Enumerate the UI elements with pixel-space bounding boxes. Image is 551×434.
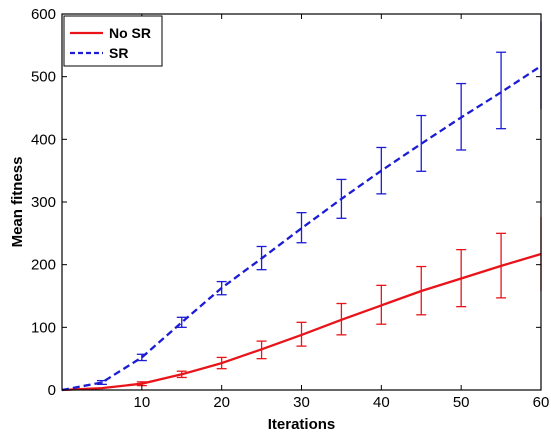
legend-label-sr: SR — [109, 45, 128, 61]
x-tick-label: 10 — [133, 394, 150, 411]
legend-label-no-sr: No SR — [109, 25, 151, 41]
y-tick-label: 300 — [31, 194, 56, 211]
x-tick-label: 50 — [453, 394, 470, 411]
y-tick-label: 200 — [31, 257, 56, 274]
y-tick-label: 0 — [48, 382, 56, 399]
axes: 0 100 200 300 400 500 600 10 20 30 40 50 60 — [31, 6, 549, 411]
legend-box — [63, 15, 163, 67]
x-tick-label: 20 — [213, 394, 230, 411]
y-tick-label: 400 — [31, 131, 56, 148]
y-tick-label: 500 — [31, 69, 56, 86]
x-axis-label: Iterations — [268, 416, 336, 433]
series-line-sr — [61, 65, 542, 392]
plot-area — [61, 21, 542, 392]
y-tick-label: 600 — [31, 6, 56, 23]
x-tick-label: 40 — [373, 394, 390, 411]
y-tick-label: 100 — [31, 319, 56, 336]
x-tick-label: 60 — [533, 394, 550, 411]
legend: No SR SR — [63, 15, 163, 67]
x-tick-label: 30 — [293, 394, 310, 411]
series-line-no-sr — [61, 252, 542, 392]
y-axis-label: Mean fitness — [9, 157, 26, 248]
